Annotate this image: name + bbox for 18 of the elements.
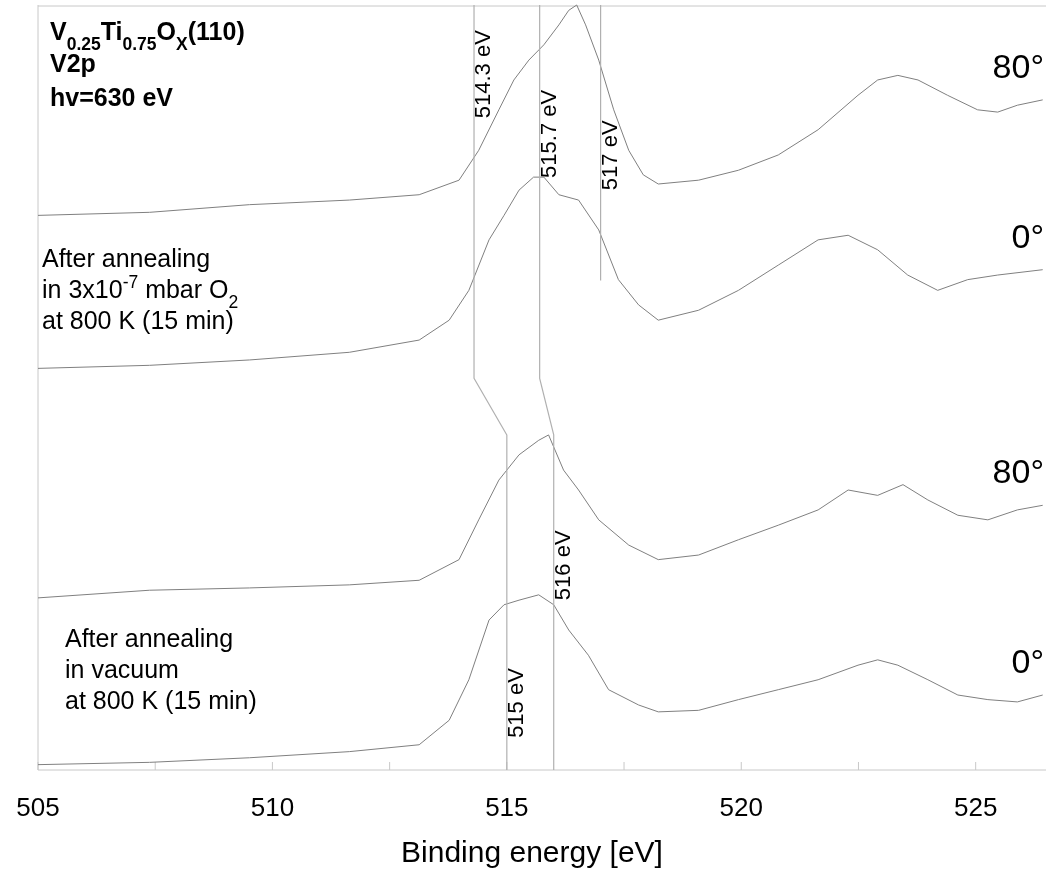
x-tick-label: 525: [953, 792, 998, 822]
x-tick-label: 505: [16, 792, 60, 822]
annotation: 517 eV: [596, 120, 622, 191]
series-label: 80°: [992, 452, 1044, 491]
x-tick-label: 510: [250, 792, 295, 822]
series-label: 0°: [1011, 642, 1044, 681]
annotation: 514.3 eV: [470, 29, 496, 119]
series-label: 0°: [1011, 216, 1044, 255]
x-tick-label: 515: [485, 792, 529, 822]
annotation: 515 eV: [502, 667, 528, 738]
x-axis-title: Binding energy [eV]: [401, 835, 663, 868]
annotation: 516 eV: [549, 530, 575, 601]
x-tick-label: 520: [719, 792, 763, 822]
annotation: After annealing in vacuum at 800 K (15 min): [65, 624, 257, 714]
series-label: 80°: [992, 46, 1044, 85]
annotation: hv=630 eV: [50, 83, 174, 111]
annotation: After annealing in 3x10$^{-7}$ mbar O$_{2}$ at 800 K (15 min): [42, 244, 239, 334]
annotation: 515.7 eV: [535, 89, 561, 178]
